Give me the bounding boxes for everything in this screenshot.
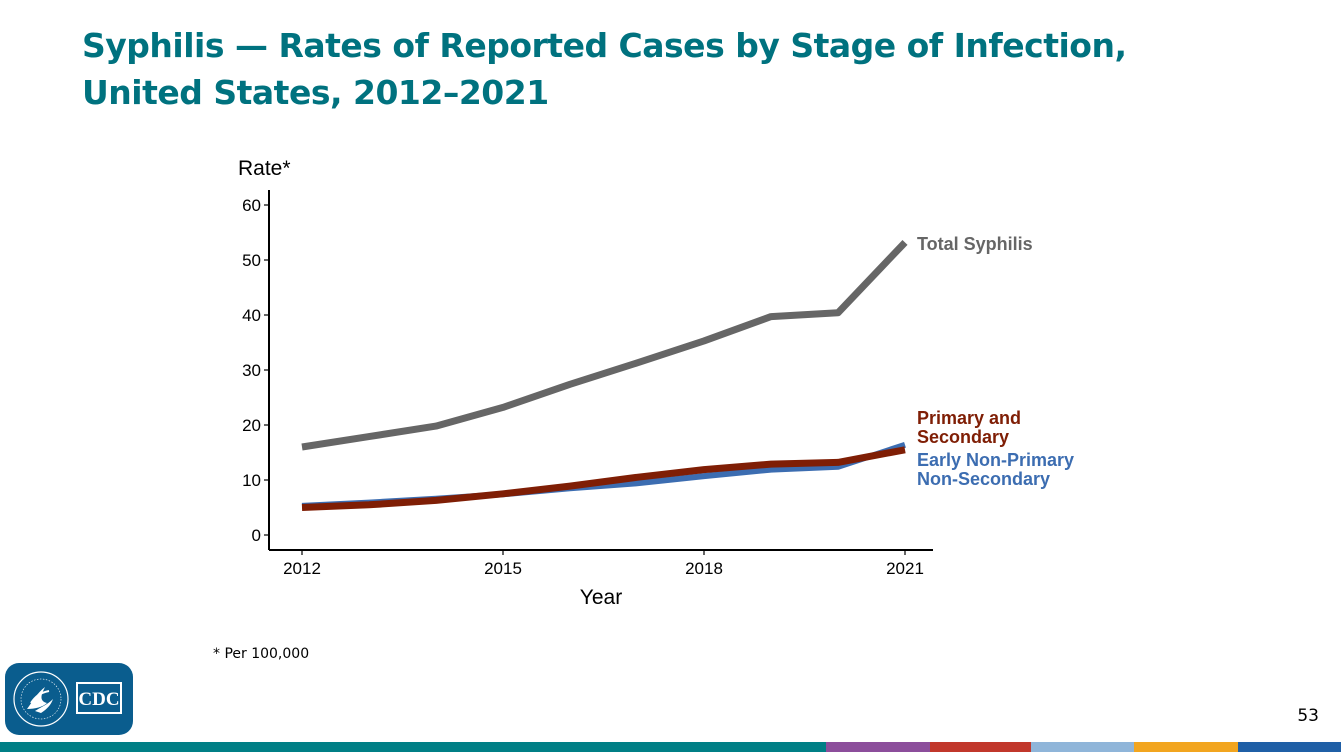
line-chart: 0 10 20 30 40 50 60 2012 2015 2018 2021 Rate* Year T… bbox=[238, 157, 1074, 609]
x-tick-label: 2018 bbox=[685, 559, 723, 578]
chart-series bbox=[301, 239, 908, 511]
bottom-bar-segment bbox=[930, 742, 1031, 752]
x-tick-label: 2012 bbox=[283, 559, 321, 578]
hhs-profile-icon bbox=[30, 690, 50, 704]
series-label: Early Non-Primary bbox=[917, 450, 1074, 470]
series-label: Primary and bbox=[917, 408, 1021, 428]
bottom-bar-segment bbox=[1134, 742, 1238, 752]
slide-title: Syphilis — Rates of Reported Cases by St… bbox=[82, 22, 1282, 116]
page-number: 53 bbox=[1297, 706, 1319, 726]
slide-title-line-1: Syphilis — Rates of Reported Cases by St… bbox=[82, 26, 1127, 65]
bottom-bar-segment bbox=[826, 742, 930, 752]
footnote: * Per 100,000 bbox=[213, 646, 310, 662]
hhs-cdc-logo: CDC bbox=[5, 663, 133, 735]
series-line-total-syphilis bbox=[301, 239, 908, 451]
bottom-bar-segment bbox=[1031, 742, 1134, 752]
cdc-box bbox=[76, 682, 122, 714]
cdc-logo-text: CDC bbox=[78, 689, 119, 710]
bottom-bar-segment bbox=[1238, 742, 1341, 752]
x-tick-label: 2015 bbox=[484, 559, 522, 578]
slide-title-line-2: United States, 2012–2021 bbox=[82, 73, 549, 112]
series-labels: Total Syphilis Early Non-PrimaryNon-Secon… bbox=[917, 234, 1074, 489]
series-line-early-non-primary-non-secondary bbox=[301, 441, 906, 509]
hhs-eagle-icon bbox=[27, 687, 53, 713]
series-label: Total Syphilis bbox=[917, 234, 1033, 254]
bottom-bar-segment bbox=[0, 742, 826, 752]
y-tick-label: 0 bbox=[252, 526, 261, 545]
x-axis-label: Year bbox=[580, 586, 622, 609]
series-line-primary-and-secondary bbox=[301, 446, 906, 511]
series-label: Non-Secondary bbox=[917, 469, 1050, 489]
chart-axes: 0 10 20 30 40 50 60 2012 2015 2018 2021 Rate* Year bbox=[238, 157, 933, 609]
y-tick-label: 10 bbox=[242, 471, 261, 490]
logo-graphic: CDC bbox=[13, 671, 122, 727]
y-tick-label: 20 bbox=[242, 416, 261, 435]
x-tick-label: 2021 bbox=[886, 559, 924, 578]
hhs-seal-icon bbox=[13, 671, 69, 727]
bottom-color-bar bbox=[0, 742, 1341, 752]
hhs-seal-inner-ring bbox=[20, 678, 62, 720]
series-label: Secondary bbox=[917, 427, 1009, 447]
y-tick-label: 40 bbox=[242, 306, 261, 325]
y-tick-label: 50 bbox=[242, 251, 261, 270]
y-axis-label: Rate* bbox=[238, 157, 291, 180]
y-tick-label: 30 bbox=[242, 361, 261, 380]
y-tick-label: 60 bbox=[242, 196, 261, 215]
